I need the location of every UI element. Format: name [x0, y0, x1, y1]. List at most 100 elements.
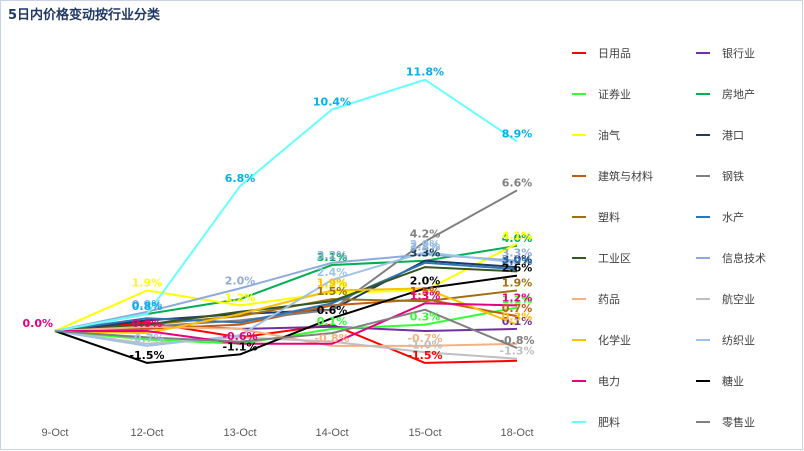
data-label: 3.3%: [502, 247, 533, 260]
legend-label: 航空业: [722, 292, 755, 306]
data-label: -1.0%: [407, 338, 442, 351]
data-label: 0.8%: [132, 300, 163, 313]
legend-item: 药品: [572, 293, 620, 306]
data-label: -0.8%: [314, 332, 349, 345]
series-line: [54, 321, 518, 364]
data-label: 2.9%: [502, 255, 533, 268]
legend-item: 日用品: [572, 47, 631, 60]
data-label: -0.7%: [407, 332, 442, 345]
legend-item: 油气: [572, 128, 620, 142]
legend-label: 电力: [598, 375, 620, 388]
legend-item: 建筑与材料: [572, 169, 653, 183]
legend-item: 零售业: [696, 415, 755, 429]
data-label: 1.9%: [317, 277, 348, 290]
data-label: 3.8%: [410, 240, 441, 253]
legend-item: 纺织业: [696, 333, 755, 347]
data-label: 1.3%: [410, 289, 441, 302]
legend-item: 糖业: [696, 374, 744, 388]
legend-item: 电力: [572, 375, 620, 388]
series-line: [54, 189, 518, 332]
series-line: [54, 259, 518, 332]
data-label: 0.7%: [502, 302, 533, 315]
data-label: 2.0%: [410, 274, 441, 287]
data-label: -0.7%: [129, 332, 164, 345]
series-lines: [54, 78, 518, 364]
data-label: -1.5%: [129, 349, 164, 362]
legend-label: 糖业: [722, 374, 744, 388]
data-label: 4.2%: [410, 228, 441, 241]
data-label: 2.6%: [502, 262, 533, 275]
series-line: [54, 253, 518, 332]
x-tick-label: 14-Oct: [315, 427, 348, 439]
data-labels: -1.5%0.1%0.1% 0.3%1.1%3.1% 3.3%4.0%1.9%1.2…: [22, 66, 534, 362]
data-label: 6.6%: [502, 176, 533, 189]
series-line: [54, 242, 518, 332]
legend-item: 证券业: [572, 87, 631, 101]
data-label: 1.9%: [132, 277, 163, 290]
legend-label: 工业区: [598, 252, 631, 265]
legend-label: 银行业: [722, 46, 755, 60]
series-line: [55, 302, 518, 345]
series-line: [54, 308, 518, 349]
series-line: [54, 251, 518, 347]
x-tick-label: 18-Oct: [500, 427, 533, 439]
data-label: 3.2%: [317, 249, 348, 262]
legend-label: 塑料: [598, 210, 620, 224]
series-line: [54, 78, 518, 332]
x-tick-label: 9-Oct: [42, 427, 69, 439]
data-label: -0.6%: [222, 330, 257, 343]
legend-label: 化学业: [598, 333, 631, 347]
legend-label: 肥料: [598, 415, 620, 429]
legend-item: 塑料: [572, 210, 620, 224]
data-label: 10.4%: [313, 96, 351, 109]
data-label: -0.8%: [499, 334, 534, 347]
data-label: 11.8%: [406, 66, 444, 79]
legend-item: 工业区: [572, 252, 631, 265]
legend-label: 纺织业: [722, 333, 755, 347]
data-label: 0.9%: [132, 298, 163, 311]
legend-label: 零售业: [722, 415, 755, 429]
data-label: 8.9%: [502, 127, 533, 140]
legend-item: 港口: [696, 129, 744, 142]
data-label: 1.2%: [502, 291, 533, 304]
legend-label: 日用品: [598, 47, 631, 60]
series-line: [54, 330, 518, 360]
data-label: 0.1%: [317, 315, 348, 328]
legend-item: 化学业: [572, 333, 631, 347]
legend-item: 信息技术: [696, 251, 766, 265]
data-label: 0.0%: [22, 317, 53, 330]
chart-title: 5日内价格变动按行业分类: [8, 8, 161, 23]
x-tick-label: 13-Oct: [223, 427, 256, 439]
legend-label: 水产: [722, 210, 744, 224]
data-label: 3.3%: [410, 247, 441, 260]
data-label: 2.4%: [317, 266, 348, 279]
legend-label: 证券业: [598, 87, 631, 101]
data-label: 1.1%: [502, 294, 533, 307]
legend-label: 油气: [598, 128, 620, 142]
data-label: 3.3%: [410, 247, 441, 260]
data-label: -1.1%: [222, 340, 257, 353]
x-axis-ticks: 9-Oct 12-Oct 13-Oct 14-Oct 15-Oct 18-Oct: [42, 427, 534, 439]
legend-label: 建筑与材料: [598, 169, 653, 183]
data-label: 1.2%: [225, 291, 256, 304]
data-label: -1.5%: [407, 349, 442, 362]
data-label: 0.3%: [410, 311, 441, 324]
legend-label: 药品: [598, 293, 620, 306]
data-label: 4.1%: [502, 230, 533, 243]
data-label: 4.0%: [502, 232, 533, 245]
data-label: 2.0%: [225, 274, 256, 287]
data-label: 1.5%: [317, 285, 348, 298]
legend-item: 钢铁: [696, 170, 744, 183]
data-label: 0.1%: [502, 315, 533, 328]
series-line: [54, 274, 518, 364]
x-tick-label: 15-Oct: [408, 427, 441, 439]
data-label: 0.3%: [502, 311, 533, 324]
legend-item: 银行业: [696, 46, 755, 60]
series-line: [54, 287, 518, 335]
data-label: 0.0%: [132, 317, 163, 330]
legend-label: 钢铁: [722, 170, 744, 183]
data-label: 1.5%: [410, 285, 441, 298]
